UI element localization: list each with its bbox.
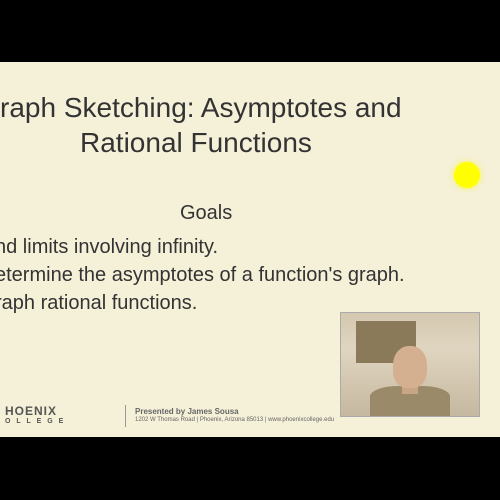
presenter-head [393, 346, 427, 388]
goal-item-1: nd limits involving infinity. [0, 234, 218, 260]
letterbox-top [0, 0, 500, 62]
presenter-name: Presented by James Sousa [135, 407, 334, 417]
college-logo: HOENIX O L L E G E [5, 404, 65, 425]
presentation-slide: raph Sketching: Asymptotes and Rational … [0, 62, 500, 437]
title-line-2: Rational Functions [0, 127, 312, 158]
letterbox-bottom [0, 437, 500, 500]
presenter-webcam [340, 312, 480, 417]
footer-separator [125, 405, 126, 427]
cursor-highlight-icon [454, 162, 480, 188]
logo-text-line1: HOENIX [5, 404, 65, 418]
logo-text-line2: O L L E G E [5, 418, 65, 425]
footer-info: Presented by James Sousa 1202 W Thomas R… [135, 407, 334, 425]
goals-heading: Goals [0, 202, 500, 225]
goal-item-3: raph rational functions. [0, 290, 197, 316]
slide-title: raph Sketching: Asymptotes and Rational … [0, 90, 450, 160]
goal-item-2: etermine the asymptotes of a function's … [0, 262, 405, 288]
title-line-1: raph Sketching: Asymptotes and [0, 92, 402, 123]
presenter-figure [365, 346, 455, 416]
college-address: 1202 W Thomas Road | Phoenix, Arizona 85… [135, 417, 334, 425]
